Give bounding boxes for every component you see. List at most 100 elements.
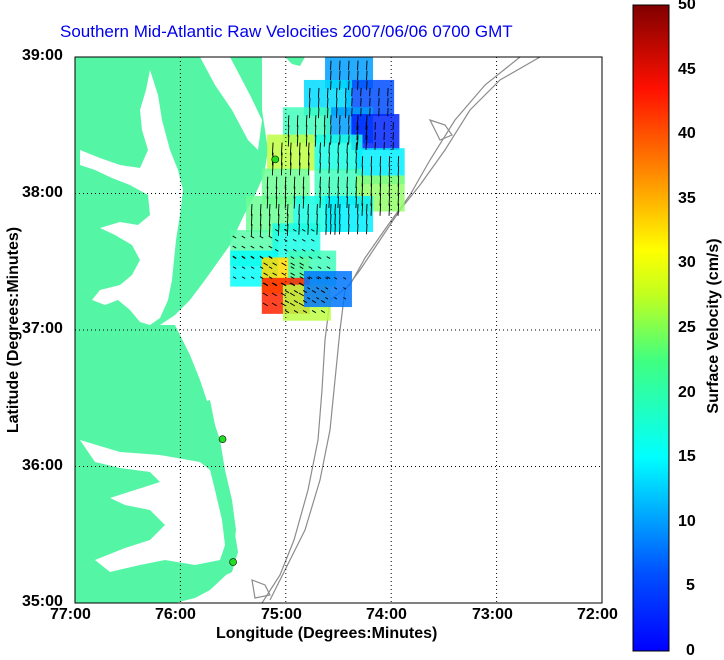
velocity-vector (338, 197, 339, 208)
radar-station-marker (230, 559, 237, 566)
velocity-vector (398, 156, 399, 166)
velocity-vector (348, 214, 349, 224)
velocity-vector (336, 108, 337, 118)
x-axis-label: Longitude (Degrees:Minutes) (216, 625, 437, 643)
velocity-vector (320, 197, 321, 208)
velocity-vector (297, 115, 298, 126)
velocity-vector (338, 143, 339, 154)
velocity-vector (348, 204, 349, 214)
velocity-vector (308, 214, 309, 225)
velocity-vector (326, 204, 327, 215)
velocity-vector (356, 197, 357, 208)
velocity-vector (267, 197, 268, 209)
velocity-vector (329, 153, 330, 164)
colorbar-label: Surface Velocity (cm/s) (705, 238, 723, 413)
velocity-vector (327, 88, 328, 98)
velocity-vector (276, 197, 277, 209)
velocity-vector (347, 187, 348, 198)
velocity-vector (318, 98, 319, 108)
velocity-vector (329, 163, 330, 174)
velocity-vector (309, 108, 310, 118)
velocity-vector (339, 204, 340, 214)
velocity-vector (338, 177, 339, 188)
velocity-vector (308, 224, 309, 235)
velocity-vector (288, 135, 289, 146)
velocity-vector (260, 224, 261, 236)
velocity-vector (318, 108, 319, 118)
velocity-vector (356, 187, 357, 198)
velocity-vector (357, 224, 358, 234)
colorbar-tick-label: 0 (686, 642, 695, 660)
velocity-vector (335, 214, 336, 225)
velocity-vector (306, 135, 307, 146)
y-axis-label: Latitude (Degrees:Minutes) (5, 227, 23, 433)
velocity-vector (297, 135, 298, 146)
velocity-vector (336, 88, 337, 98)
velocity-vector (348, 224, 349, 234)
velocity-vector (309, 88, 310, 98)
x-tick-label: 74:00 (366, 606, 407, 624)
colorbar-tick-label: 5 (686, 577, 695, 595)
velocity-vector (347, 197, 348, 208)
velocity-vector (347, 153, 348, 164)
velocity-vector (278, 224, 279, 236)
y-tick-label: 37:00 (22, 320, 63, 338)
y-tick-label: 35:00 (22, 593, 63, 611)
velocity-vector (285, 197, 286, 209)
velocity-vector (320, 163, 321, 174)
colorbar-tick-label: 20 (678, 384, 696, 402)
velocity-vector (339, 214, 340, 224)
velocity-vector (288, 125, 289, 136)
velocity-vector (371, 156, 372, 166)
velocity-vector (362, 166, 363, 176)
velocity-vector (338, 153, 339, 164)
velocity-vector (306, 125, 307, 136)
y-tick-label: 39:00 (22, 47, 63, 65)
velocity-vector (320, 153, 321, 164)
velocity-vector (315, 135, 316, 146)
velocity-vector (327, 98, 328, 108)
velocity-vector (327, 108, 328, 118)
x-tick-label: 73:00 (472, 606, 513, 624)
velocity-vector (329, 197, 330, 208)
colorbar-tick-label: 45 (678, 61, 696, 79)
velocity-vector (366, 224, 367, 234)
velocity-vector (315, 115, 316, 126)
velocity-vector (330, 204, 331, 214)
velocity-vector (338, 187, 339, 198)
velocity-vector (329, 187, 330, 198)
velocity-vector (357, 214, 358, 224)
velocity-vector (251, 224, 252, 236)
velocity-vector (371, 166, 372, 176)
colorbar (633, 5, 669, 651)
velocity-vector (380, 156, 381, 166)
velocity-vector (315, 125, 316, 136)
y-tick-label: 38:00 (22, 184, 63, 202)
velocity-vector (329, 143, 330, 154)
velocity-vector (357, 204, 358, 214)
radar-station-marker (272, 156, 279, 163)
velocity-vector (317, 214, 318, 225)
velocity-vector (324, 125, 325, 136)
velocity-vector (338, 163, 339, 174)
velocity-vector (324, 135, 325, 146)
velocity-vector (287, 224, 288, 236)
velocity-vector (294, 197, 295, 209)
velocity-vector (299, 204, 300, 215)
velocity-vector (347, 177, 348, 188)
velocity-vector (326, 224, 327, 235)
x-tick-label: 75:00 (261, 606, 302, 624)
velocity-vector (366, 214, 367, 224)
velocity-vector (356, 163, 357, 174)
velocity-vector (347, 163, 348, 174)
velocity-vector (329, 177, 330, 188)
velocity-vector (345, 88, 346, 98)
velocity-vector (320, 143, 321, 154)
velocity-vector (356, 153, 357, 164)
velocity-vector (299, 214, 300, 225)
colorbar-tick-label: 10 (678, 513, 696, 531)
radar-station-marker (293, 49, 300, 56)
velocity-vector (356, 177, 357, 188)
colorbar-tick-label: 25 (678, 319, 696, 337)
